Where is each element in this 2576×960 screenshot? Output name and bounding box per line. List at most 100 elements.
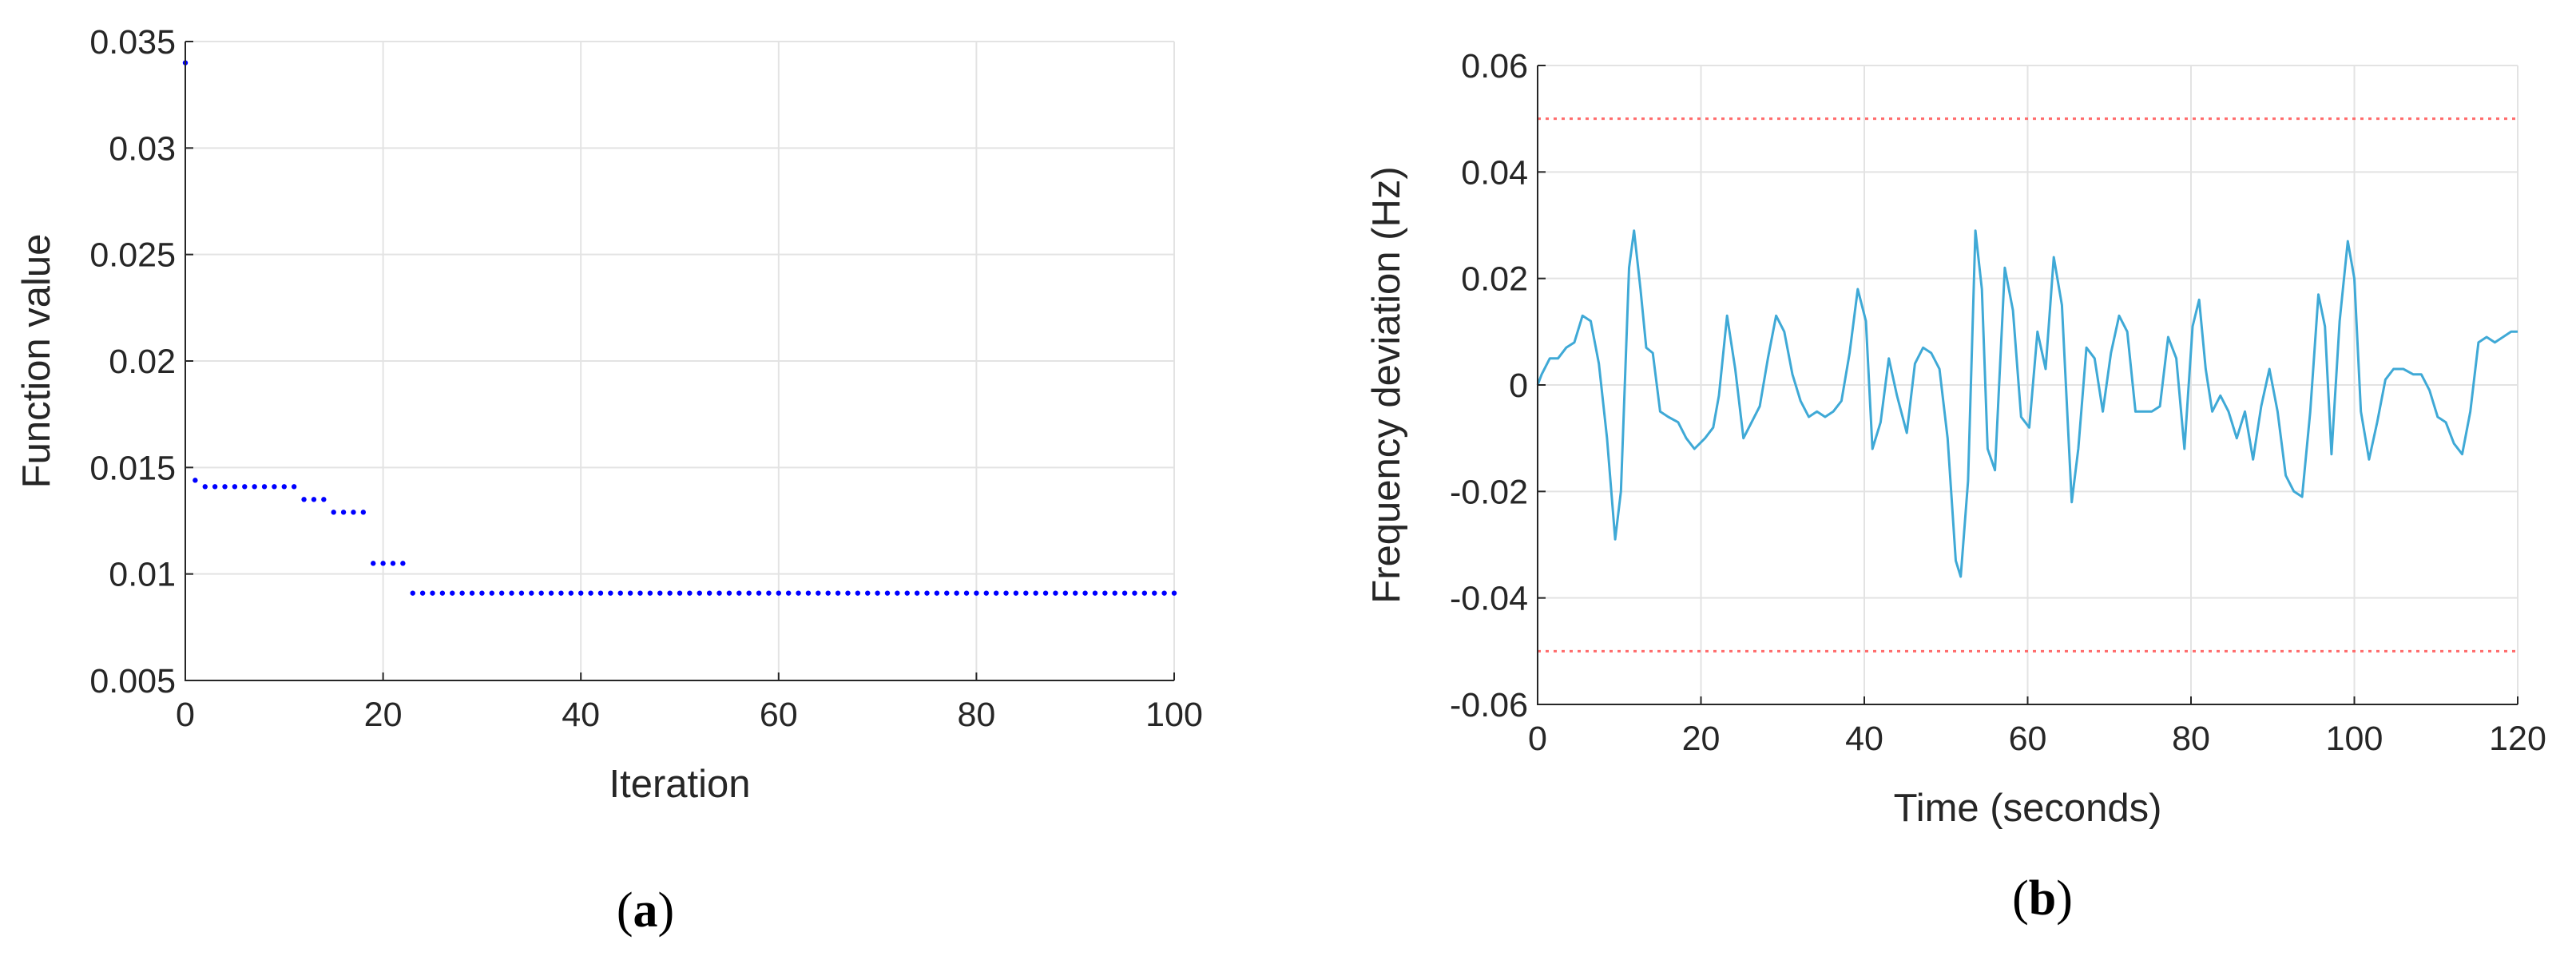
panel-a-data-point	[687, 590, 693, 596]
panel-a-data-point	[608, 590, 613, 596]
panel-a-data-point	[538, 590, 544, 596]
panel-a-data-point	[736, 590, 742, 596]
panel-a-data-point	[1053, 590, 1058, 596]
panel-a-xaxis-label: Iteration	[609, 763, 750, 806]
panel-a-data-point	[1152, 590, 1157, 596]
panel-a-ytick-label: 0.035	[89, 23, 176, 61]
panel-a-data-point	[281, 484, 287, 490]
panel-b-xtick-label: 0	[1528, 720, 1547, 758]
panel-a-data-point	[766, 590, 772, 596]
panel-a-data-point	[805, 590, 812, 596]
panel-a-data-point	[974, 590, 979, 596]
panel-a-data-point	[193, 478, 198, 483]
panel-a-data-point	[430, 590, 435, 596]
panel-a-data-point	[272, 484, 277, 490]
panel-a-data-point	[479, 590, 485, 596]
panel-a-data-point	[627, 590, 633, 596]
panel-a-data-point	[212, 484, 218, 490]
panel-a-ytick-label: 0.03	[109, 129, 176, 168]
panel-a-data-point	[1092, 590, 1098, 596]
panel-a-data-point	[529, 590, 534, 596]
panel-a-ytick-label: 0.005	[89, 662, 176, 700]
panel-b-caption-open: (	[2012, 871, 2029, 926]
panel-a-ytick-label: 0.01	[109, 556, 176, 594]
panel-a-data-point	[222, 484, 228, 490]
panel-a-data-point	[252, 484, 257, 490]
panel-b-ytick-label: -0.04	[1450, 580, 1528, 618]
panel-a-data-point	[410, 590, 415, 596]
panel-a-data-point	[617, 590, 623, 596]
panel-a-data-point	[904, 590, 910, 596]
panel-a-data-point	[469, 590, 475, 596]
panel-a-data-point	[568, 590, 574, 596]
panel-b-yaxis-label: Frequency deviation (Hz)	[1365, 166, 1408, 603]
panel-a-data-point	[518, 590, 525, 596]
panel-a-data-point	[232, 484, 238, 490]
panel-a-data-point	[875, 590, 880, 596]
panel-a-data-point	[400, 561, 406, 566]
panel-a-data-point	[677, 590, 683, 596]
panel-a-data-point	[1161, 590, 1167, 596]
panel-a-caption-close: )	[658, 883, 675, 938]
panel-b-ytick-label: 0	[1509, 367, 1528, 405]
panel-a-data-point	[340, 510, 347, 515]
panel-a-data-point	[1121, 590, 1128, 596]
panel-b-caption-letter: b	[2029, 871, 2056, 926]
panel-a-data-point	[1112, 590, 1117, 596]
panel-a-data-point	[716, 590, 722, 596]
panel-a-caption: (a)	[617, 883, 674, 938]
panel-a-data-point	[825, 590, 831, 596]
panel-a-data-point	[509, 590, 514, 596]
panel-a-data-point	[242, 484, 248, 490]
panel-a-data-point	[202, 484, 208, 490]
panel-a-data-point	[321, 497, 327, 502]
panel-a-data-point	[1132, 590, 1137, 596]
panel-a-data-point	[548, 590, 554, 596]
panel-b-ytick-label: -0.02	[1450, 473, 1528, 511]
panel-a-data-point	[835, 590, 841, 596]
panel-a-data-point	[1171, 590, 1177, 596]
panel-a-data-point	[865, 590, 871, 596]
panel-a-data-point	[450, 590, 455, 596]
panel-a-data-point	[637, 590, 643, 596]
panel-a-caption-open: (	[617, 883, 633, 938]
panel-a-data-point	[816, 590, 821, 596]
panel-a-data-point	[459, 590, 465, 596]
panel-a-data-point	[301, 497, 307, 502]
panel-a-data-point	[845, 590, 851, 596]
panel-b-ytick-label: -0.06	[1450, 686, 1528, 724]
panel-b-caption-close: )	[2056, 871, 2073, 926]
panel-a-data-point	[331, 510, 336, 515]
panel-a-data-point	[351, 510, 356, 515]
panel-b-xtick-label: 100	[2326, 720, 2383, 758]
panel-a-data-point	[796, 590, 801, 596]
panel-a-data-point	[371, 561, 376, 566]
panel-a-data-point	[489, 590, 494, 596]
panel-a-data-point	[1033, 590, 1038, 596]
panel-a-data-point	[597, 590, 604, 596]
panel-a-data-point	[1141, 590, 1148, 596]
panel-b-xtick-label: 40	[1845, 720, 1883, 758]
panel-a-data-point	[756, 590, 762, 596]
panel-a-yaxis-label: Function value	[15, 234, 58, 489]
panel-a-data-point	[944, 590, 950, 596]
panel-a-data-point	[785, 590, 792, 596]
panel-a-data-point	[914, 590, 920, 596]
panel-a-data-point	[558, 590, 564, 596]
panel-b-ytick-label: 0.06	[1461, 47, 1528, 85]
panel-a-ytick-label: 0.025	[89, 236, 176, 275]
panel-b-ytick-label: 0.02	[1461, 260, 1528, 299]
panel-a-data-point	[419, 590, 426, 596]
panel-a-data-point	[1102, 590, 1108, 596]
panel-a-data-point	[261, 484, 268, 490]
panel-a-data-point	[647, 590, 653, 596]
panel-a-data-point	[954, 590, 959, 596]
panel-b-xtick-label: 120	[2489, 720, 2546, 758]
panel-a-chart: 0 20 40 60 80 100 0.005 0.01 0.015 0.02 0.025 0.03 0…	[15, 23, 1203, 806]
panel-a-data-point	[895, 590, 900, 596]
panel-a-xtick-label: 60	[760, 696, 798, 734]
panel-a-data-point	[498, 590, 505, 596]
panel-a-caption-letter: a	[633, 883, 658, 938]
panel-a-data-point	[934, 590, 940, 596]
